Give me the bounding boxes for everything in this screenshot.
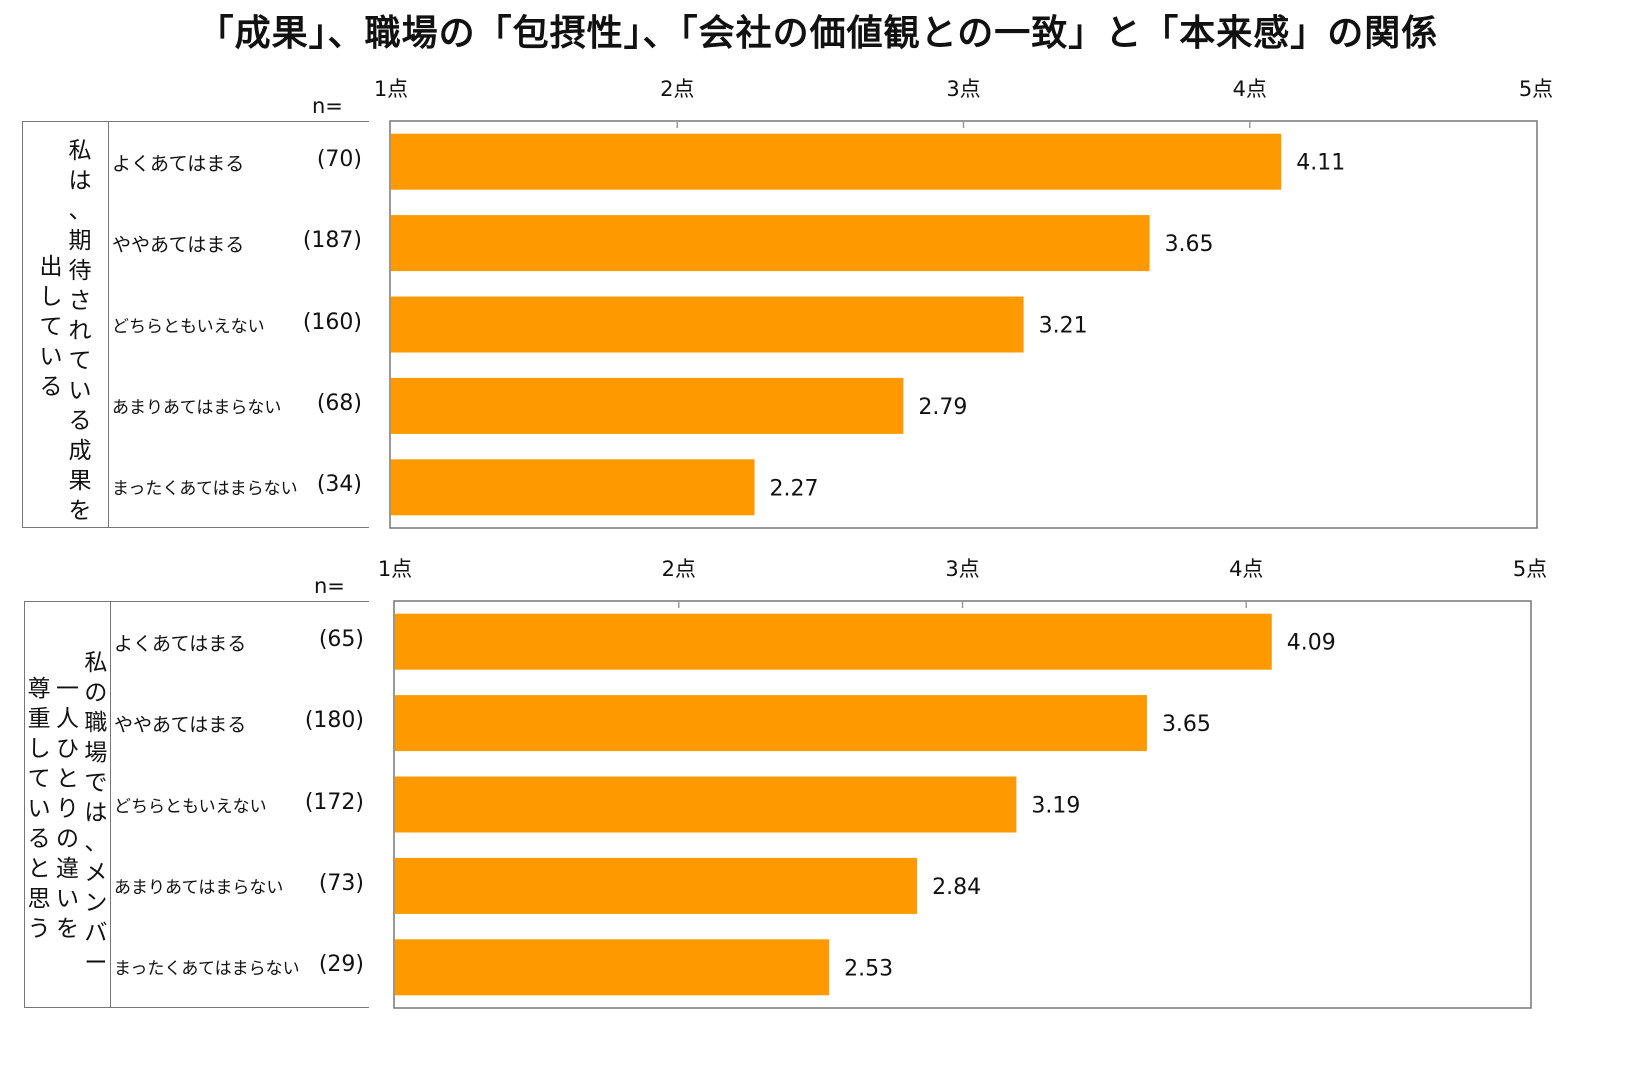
group-label-column: 尊重していると思う xyxy=(27,676,51,942)
x-tick-label: 3点 xyxy=(945,557,979,581)
sample-count: (68) xyxy=(316,390,362,416)
bar xyxy=(395,613,1272,670)
x-tick-label: 2点 xyxy=(660,77,694,101)
category-label: あまりあてはまらない xyxy=(114,877,284,898)
chart-panel-performance: n= 私は、期待されている成果を出している よくあてはまる (70) ややあてはまる… xyxy=(0,77,1636,568)
bar-chart: 1点 2点 3点 4点 5点 4.11 3.65 3.21 2.79 2.27 xyxy=(374,77,1553,529)
category-label: ややあてはまる xyxy=(114,714,247,737)
bar-value-label: 3.65 xyxy=(1165,232,1214,257)
group-label-column: 私は、期待されている成果を xyxy=(68,138,92,524)
x-tick-label: 2点 xyxy=(662,557,696,581)
bar xyxy=(395,695,1147,752)
x-tick-label: 4点 xyxy=(1229,557,1263,581)
sample-count: (73) xyxy=(318,870,364,896)
sample-count: (34) xyxy=(316,472,362,498)
category-label: ややあてはまる xyxy=(112,234,245,257)
bar-value-label: 2.53 xyxy=(844,956,893,981)
x-tick-label: 5点 xyxy=(1513,557,1547,581)
sample-count: (187) xyxy=(302,228,362,254)
bar xyxy=(391,133,1282,190)
category-label: あまりあてはまらない xyxy=(112,397,282,418)
label-box: 私の職場では、メンバー一人ひとりの違いを尊重していると思う xyxy=(24,601,369,1008)
x-tick-label: 1点 xyxy=(374,77,408,101)
x-tick-label: 5点 xyxy=(1519,77,1553,101)
bar xyxy=(391,215,1150,272)
sample-count: (29) xyxy=(318,952,364,978)
x-tick-label: 1点 xyxy=(378,557,412,581)
group-label: 私の職場では、メンバー一人ひとりの違いを尊重していると思う xyxy=(25,602,110,1007)
bar xyxy=(395,857,918,914)
sample-count: (180) xyxy=(304,708,364,734)
category-label: よくあてはまる xyxy=(112,152,245,175)
group-label-column: 私の職場では、メンバー xyxy=(84,650,108,976)
bar xyxy=(391,459,755,516)
bar-chart: 1点 2点 3点 4点 5点 4.09 3.65 3.19 2.84 2.53 xyxy=(378,557,1547,1009)
x-tick-label: 4点 xyxy=(1233,77,1267,101)
sample-count: (70) xyxy=(316,146,362,172)
category-label: まったくあてはまらない xyxy=(114,959,300,980)
bar-value-label: 2.27 xyxy=(770,476,819,501)
category-label: どちらともいえない xyxy=(112,316,265,337)
bar xyxy=(391,296,1024,353)
sample-count: (65) xyxy=(318,626,364,652)
bar xyxy=(391,377,904,434)
category-label: どちらともいえない xyxy=(114,796,267,817)
group-label-column: 一人ひとりの違いを xyxy=(55,676,79,942)
chart-panel-inclusion: n= 私の職場では、メンバー一人ひとりの違いを尊重していると思う よくあてはまる… xyxy=(0,557,1636,1048)
bar-value-label: 2.84 xyxy=(932,875,981,900)
page-title: 「成果」、職場の「包摂性」、「会社の価値観との一致」と「本来感」の関係 xyxy=(197,13,1439,54)
label-box: 私は、期待されている成果を出している xyxy=(22,121,369,528)
bar-value-label: 4.09 xyxy=(1287,631,1336,656)
bar-value-label: 3.21 xyxy=(1039,314,1088,339)
group-label: 私は、期待されている成果を出している xyxy=(23,122,108,527)
sample-count: (172) xyxy=(304,789,364,815)
n-label: n= xyxy=(312,94,343,118)
bar-value-label: 3.65 xyxy=(1162,712,1211,737)
category-label: よくあてはまる xyxy=(114,632,247,655)
bar-value-label: 2.79 xyxy=(918,395,967,420)
group-label-column: 出している xyxy=(39,254,63,400)
bar-value-label: 3.19 xyxy=(1031,794,1080,819)
category-label: まったくあてはまらない xyxy=(112,479,298,500)
bar-value-label: 4.11 xyxy=(1296,151,1345,176)
x-tick-label: 3点 xyxy=(946,77,980,101)
sample-count: (160) xyxy=(302,309,362,335)
bar xyxy=(395,776,1017,833)
bar xyxy=(395,939,830,996)
n-label: n= xyxy=(314,574,345,598)
